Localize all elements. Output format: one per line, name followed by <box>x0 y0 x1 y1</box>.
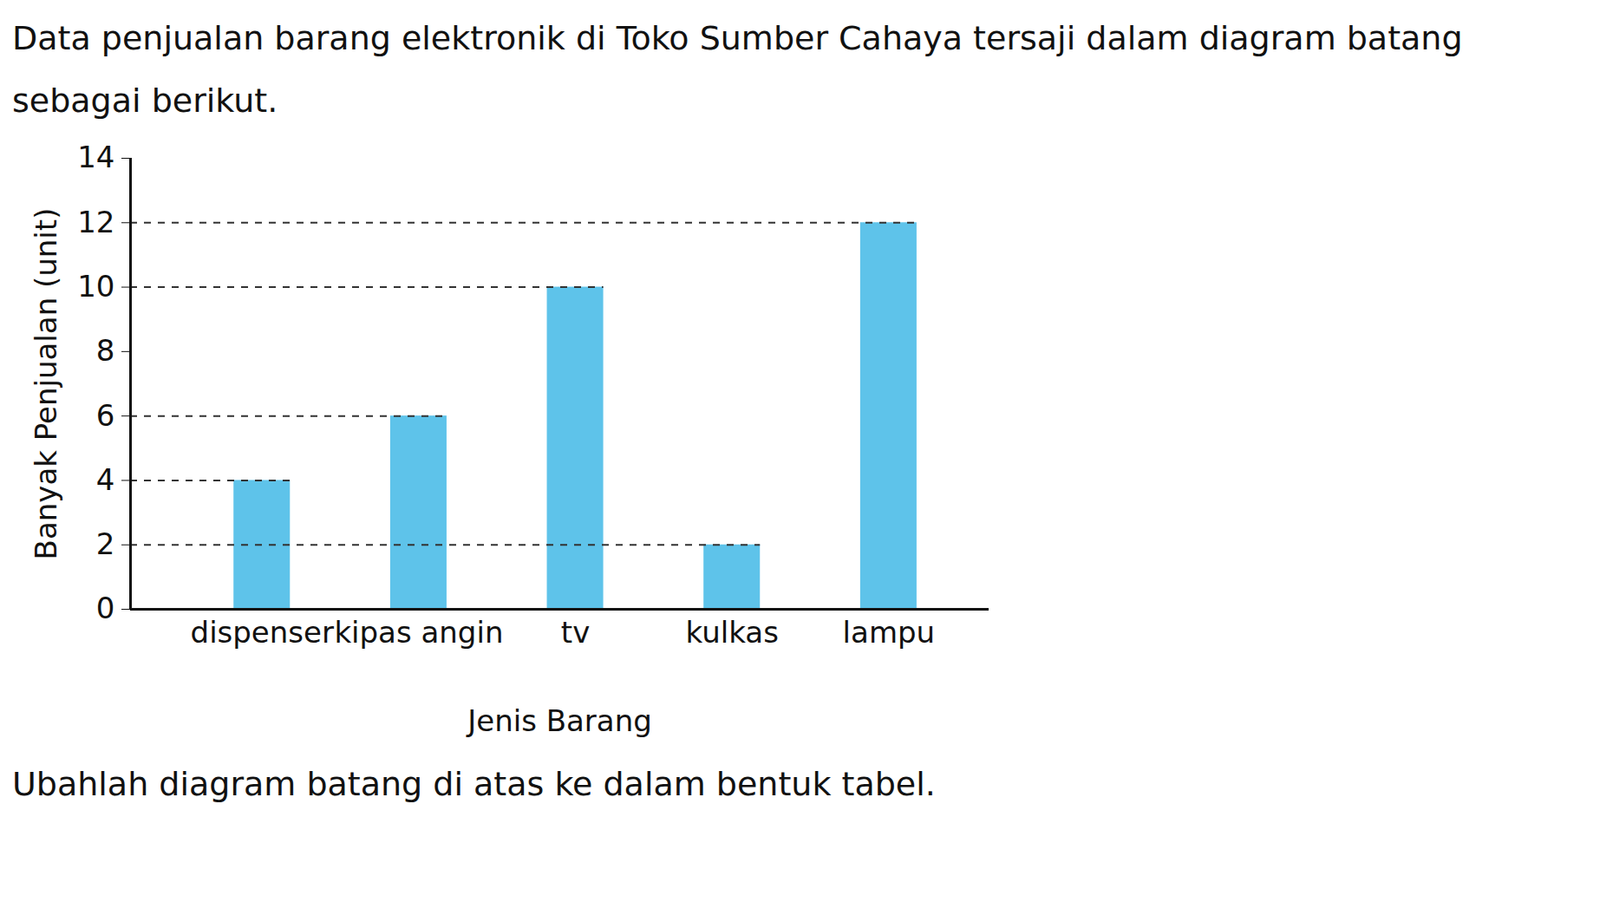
svg-text:14: 14 <box>77 140 115 176</box>
svg-text:6: 6 <box>96 398 116 433</box>
svg-text:dispenser: dispenser <box>190 614 334 650</box>
svg-text:0: 0 <box>96 591 116 627</box>
svg-text:lampu: lampu <box>842 614 936 650</box>
html-text:Ubahlah diagram batang di atas: Ubahlah diagram batang di atas ke dalam … <box>12 765 936 804</box>
svg-text:kulkas: kulkas <box>685 614 779 650</box>
svg-text:10: 10 <box>77 268 115 304</box>
svg-text:8: 8 <box>96 333 116 369</box>
svg-text:12: 12 <box>77 204 115 240</box>
svg-text:kipas angin: kipas angin <box>333 614 503 650</box>
svg-text:tv: tv <box>561 614 590 650</box>
html-text:Data penjualan barang elektron: Data penjualan barang elektronik di Toko… <box>12 19 1463 120</box>
svg-text:Jenis Barang: Jenis Barang <box>465 703 653 738</box>
svg-text:4: 4 <box>96 462 116 497</box>
svg-text:2: 2 <box>96 526 116 562</box>
svg-text:Banyak Penjualan (unit): Banyak Penjualan (unit) <box>28 208 64 561</box>
